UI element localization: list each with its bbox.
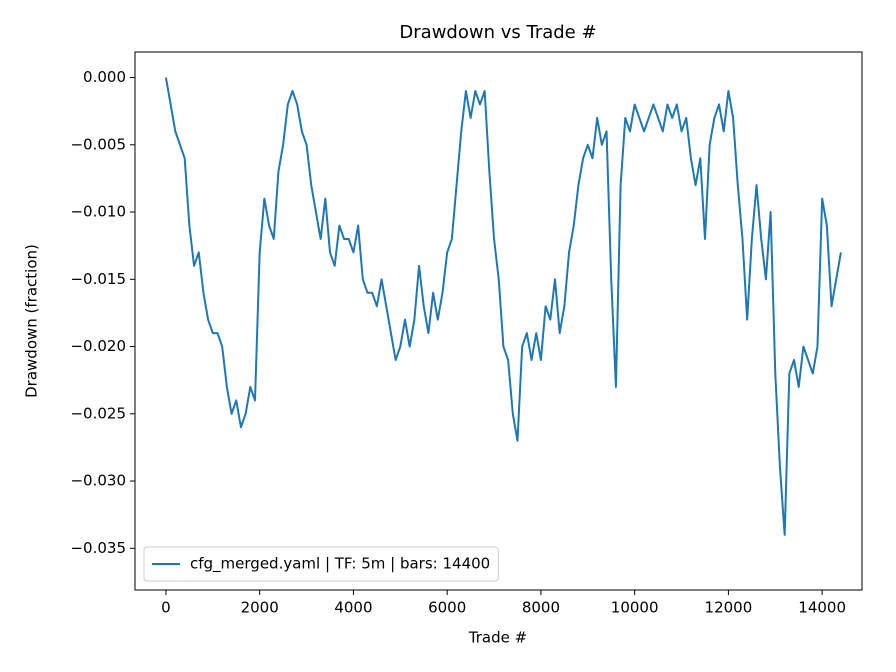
y-tick-label: 0.000: [83, 68, 126, 86]
x-tick-label: 0: [161, 599, 171, 617]
line-series: [164, 77, 842, 536]
x-tick-label: 6000: [428, 599, 466, 617]
plot-frame: [134, 51, 863, 591]
x-tick-label: 2000: [241, 599, 279, 617]
legend-box: [143, 546, 499, 582]
x-tick-label: 8000: [522, 599, 560, 617]
x-tick-label: 12000: [705, 599, 753, 617]
legend-label: cfg_merged.yaml | TF: 5m | bars: 14400: [190, 555, 490, 574]
y-tick-label: −0.015: [70, 270, 126, 288]
y-tick-label: −0.030: [70, 472, 126, 490]
legend: cfg_merged.yaml | TF: 5m | bars: 14400: [143, 546, 499, 582]
x-axis-label: Trade #: [468, 629, 527, 647]
y-tick-label: −0.010: [70, 203, 126, 221]
y-tick-label: −0.005: [70, 135, 126, 153]
x-tick-label: 14000: [798, 599, 846, 617]
x-tick-label: 4000: [334, 599, 372, 617]
y-tick-label: −0.020: [70, 337, 126, 355]
x-tick-label: 10000: [611, 599, 659, 617]
y-tick-label: −0.035: [70, 539, 126, 557]
y-tick-label: −0.025: [70, 404, 126, 422]
y-axis-label: Drawdown (fraction): [23, 244, 41, 398]
chart-title: Drawdown vs Trade #: [399, 22, 596, 43]
